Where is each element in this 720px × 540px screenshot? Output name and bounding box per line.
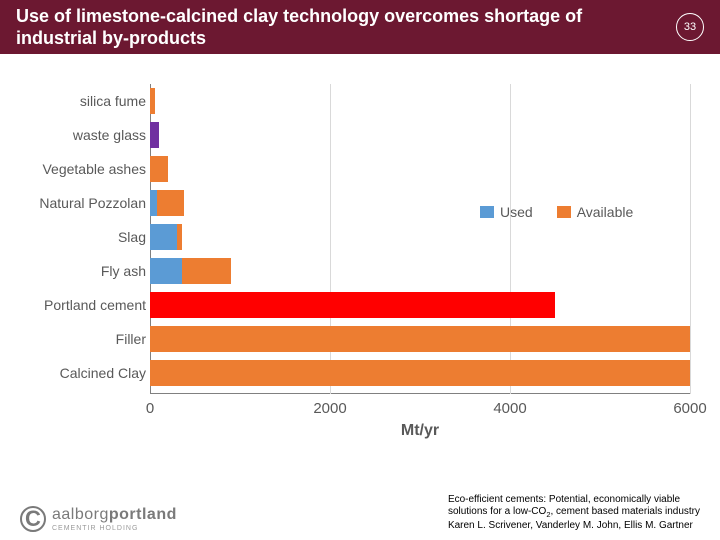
bar-available <box>182 258 232 284</box>
citation-line3: Karen L. Scrivener, Vanderley M. John, E… <box>448 520 693 531</box>
logo-text-bold: portland <box>109 506 177 523</box>
bar-available <box>150 326 690 352</box>
bar-row <box>150 326 690 352</box>
x-tick-label: 0 <box>146 400 154 417</box>
citation-line2-pre: solutions for a low-CO <box>448 506 546 517</box>
category-label: Portland cement <box>20 292 146 318</box>
category-label: Fly ash <box>20 258 146 284</box>
legend-label: Used <box>500 204 533 220</box>
category-label: Calcined Clay <box>20 360 146 386</box>
category-label: Filler <box>20 326 146 352</box>
bar-row <box>150 360 690 386</box>
slide-title: Use of limestone-calcined clay technolog… <box>16 5 596 50</box>
legend-swatch-icon <box>480 206 494 218</box>
bar-row <box>150 224 182 250</box>
bar-available <box>150 122 159 148</box>
bar-row <box>150 156 168 182</box>
bar-available <box>150 156 168 182</box>
bar-row <box>150 88 155 114</box>
legend-label: Available <box>577 204 634 220</box>
grid-line <box>690 84 691 394</box>
bar-row <box>150 122 159 148</box>
logo-subtitle: CEMENTIR HOLDING <box>52 525 177 532</box>
bar-row <box>150 190 184 216</box>
x-tick-label: 6000 <box>673 400 706 417</box>
bar-used <box>150 190 157 216</box>
category-label: Vegetable ashes <box>20 156 146 182</box>
citation-line1: Eco-efficient cements: Potential, econom… <box>448 494 680 505</box>
citation: Eco-efficient cements: Potential, econom… <box>448 494 700 532</box>
bar-available <box>157 190 184 216</box>
category-label: silica fume <box>20 88 146 114</box>
bar-row <box>150 258 231 284</box>
category-label: Natural Pozzolan <box>20 190 146 216</box>
logo: C aalborgportland CEMENTIR HOLDING <box>20 506 177 532</box>
category-label: Slag <box>20 224 146 250</box>
chart-legend: Used Available <box>480 204 633 220</box>
legend-item: Used <box>480 204 533 220</box>
bar-used <box>150 224 177 250</box>
page-number-badge: 33 <box>676 13 704 41</box>
bar-used <box>150 258 182 284</box>
slide-footer: C aalborgportland CEMENTIR HOLDING Eco-e… <box>0 494 720 532</box>
legend-item: Available <box>557 204 634 220</box>
category-label: waste glass <box>20 122 146 148</box>
logo-mark-icon: C <box>20 506 46 532</box>
x-tick-label: 2000 <box>313 400 346 417</box>
legend-swatch-icon <box>557 206 571 218</box>
bar-available <box>150 292 555 318</box>
chart: Mt/yr UsedAvailable 0200040006000silica … <box>20 84 700 444</box>
bar-available <box>177 224 182 250</box>
bar-available <box>150 88 155 114</box>
citation-line2-post: , cement based materials industry <box>550 506 700 517</box>
bar-available <box>150 360 690 386</box>
x-tick-label: 4000 <box>493 400 526 417</box>
bar-row <box>150 292 555 318</box>
x-axis-title: Mt/yr <box>150 422 690 440</box>
logo-text-light: aalborg <box>52 506 109 523</box>
chart-plot <box>150 84 690 394</box>
x-axis <box>150 393 690 394</box>
slide-header: Use of limestone-calcined clay technolog… <box>0 0 720 54</box>
